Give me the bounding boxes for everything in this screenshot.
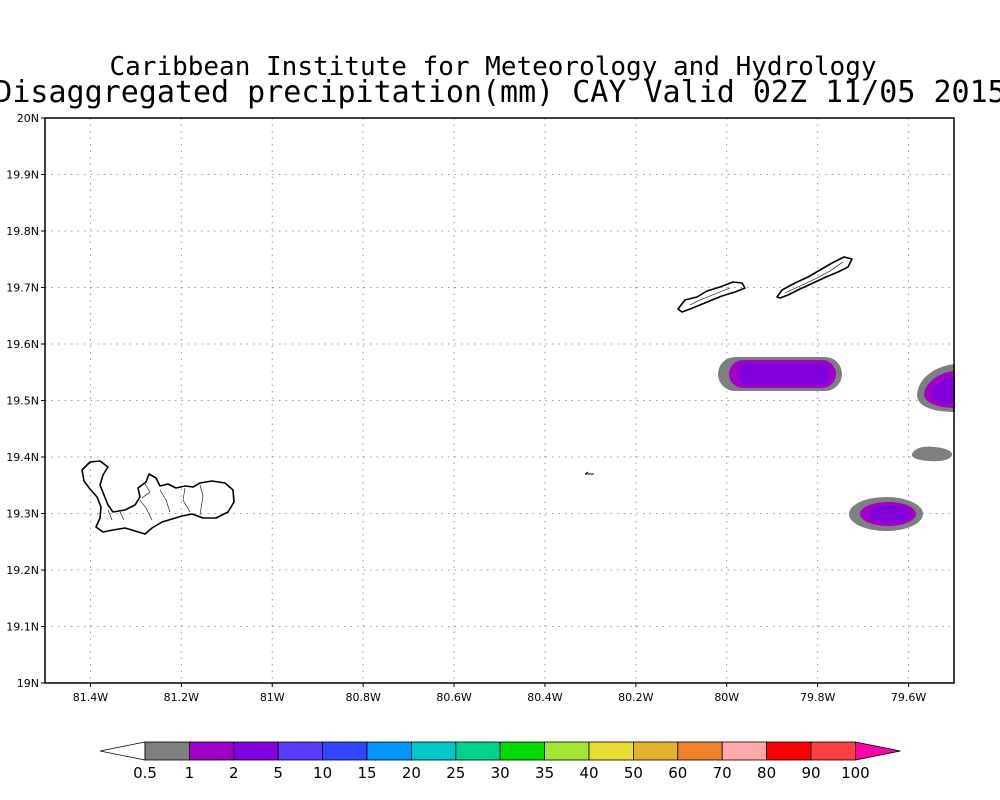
lon-label: 79.8W [800,691,835,704]
grid-lines [41,117,954,687]
colorbar-swatch [455,741,501,761]
colorbar-label: 25 [446,764,465,782]
colorbar-label: 0.5 [133,764,157,782]
colorbar-label: 70 [713,764,732,782]
lon-label: 80.8W [345,691,380,704]
colorbar-swatch [366,741,412,761]
longitude-labels: 81.4W 81.2W 81W 80.8W 80.6W 80.4W 80.2W 80W 79.8… [73,691,927,704]
lon-label: 80.2W [618,691,653,704]
lat-label: 19.8N [6,225,39,238]
colorbar-swatch [144,741,190,761]
cayman-brac-inner [784,261,844,294]
colorbar-swatch [277,741,324,761]
map-frame [44,117,955,684]
lon-label: 81W [260,691,285,704]
precip-cell-north-main [718,357,842,391]
lon-label: 80W [714,691,739,704]
colorbar-label: 15 [357,764,376,782]
grand-cayman-districts [107,483,204,521]
lat-label: 19.9N [6,169,39,182]
colorbar-swatch [677,741,723,761]
lon-label: 81.2W [164,691,199,704]
island-cayman-brac [776,256,853,299]
colorbar-swatch [588,741,634,761]
precipitation-cells [718,357,955,531]
colorbar: 0.5 1 2 5 10 15 20 25 30 35 40 50 60 70 80 90 100 [99,741,901,782]
colorbar-label: 60 [668,764,687,782]
title-line-2: Disaggregated precipitation(mm) CAY Vali… [0,75,1000,110]
title-line-1: Caribbean Institute for Meteorology and … [109,52,876,82]
little-cayman-inner [689,287,731,306]
colorbar-label: 20 [402,764,421,782]
colorbar-low-arrow [99,741,146,761]
islands [81,256,853,535]
colorbar-swatch [544,741,590,761]
colorbar-swatch [322,741,368,761]
lat-label: 19.1N [6,621,39,634]
colorbar-swatch [188,741,235,761]
colorbar-swatch [633,741,679,761]
lat-label: 19.6N [6,338,39,351]
colorbar-swatch [410,741,457,761]
colorbar-label: 100 [841,764,870,782]
precip-cell-south [849,497,923,531]
colorbar-label: 35 [535,764,554,782]
island-little-cayman [677,281,746,313]
lon-label: 80.4W [527,691,562,704]
lat-label: 19N [17,677,39,690]
colorbar-swatch [233,741,279,761]
colorbar-label: 80 [757,764,776,782]
lat-label: 20N [17,112,39,125]
island-grand-cayman [81,460,235,535]
lat-label: 19.4N [6,451,39,464]
lon-label: 81.4W [73,691,108,704]
colorbar-label: 2 [229,764,239,782]
colorbar-label: 10 [313,764,332,782]
colorbar-label: 5 [273,764,283,782]
lon-label: 80.6W [436,691,471,704]
latitude-labels: 20N 19.9N 19.8N 19.7N 19.6N 19.5N 19.4N 19.3N 19… [6,112,39,690]
colorbar-label: 50 [624,764,643,782]
colorbar-label: 1 [185,764,195,782]
colorbar-label: 40 [579,764,598,782]
colorbar-label: 90 [801,764,820,782]
small-feature [584,471,594,475]
lon-label: 79.6W [891,691,926,704]
colorbar-swatch [810,741,856,761]
lat-label: 19.7N [6,282,39,295]
colorbar-swatch [721,741,768,761]
lat-label: 19.5N [6,395,39,408]
precip-cell-east-edge [917,364,955,412]
lat-label: 19.2N [6,564,39,577]
colorbar-high-arrow [855,741,901,761]
lat-label: 19.3N [6,508,39,521]
colorbar-label: 30 [491,764,510,782]
colorbar-swatch [499,741,546,761]
colorbar-swatch [766,741,812,761]
precip-cell-east-small [911,446,953,462]
